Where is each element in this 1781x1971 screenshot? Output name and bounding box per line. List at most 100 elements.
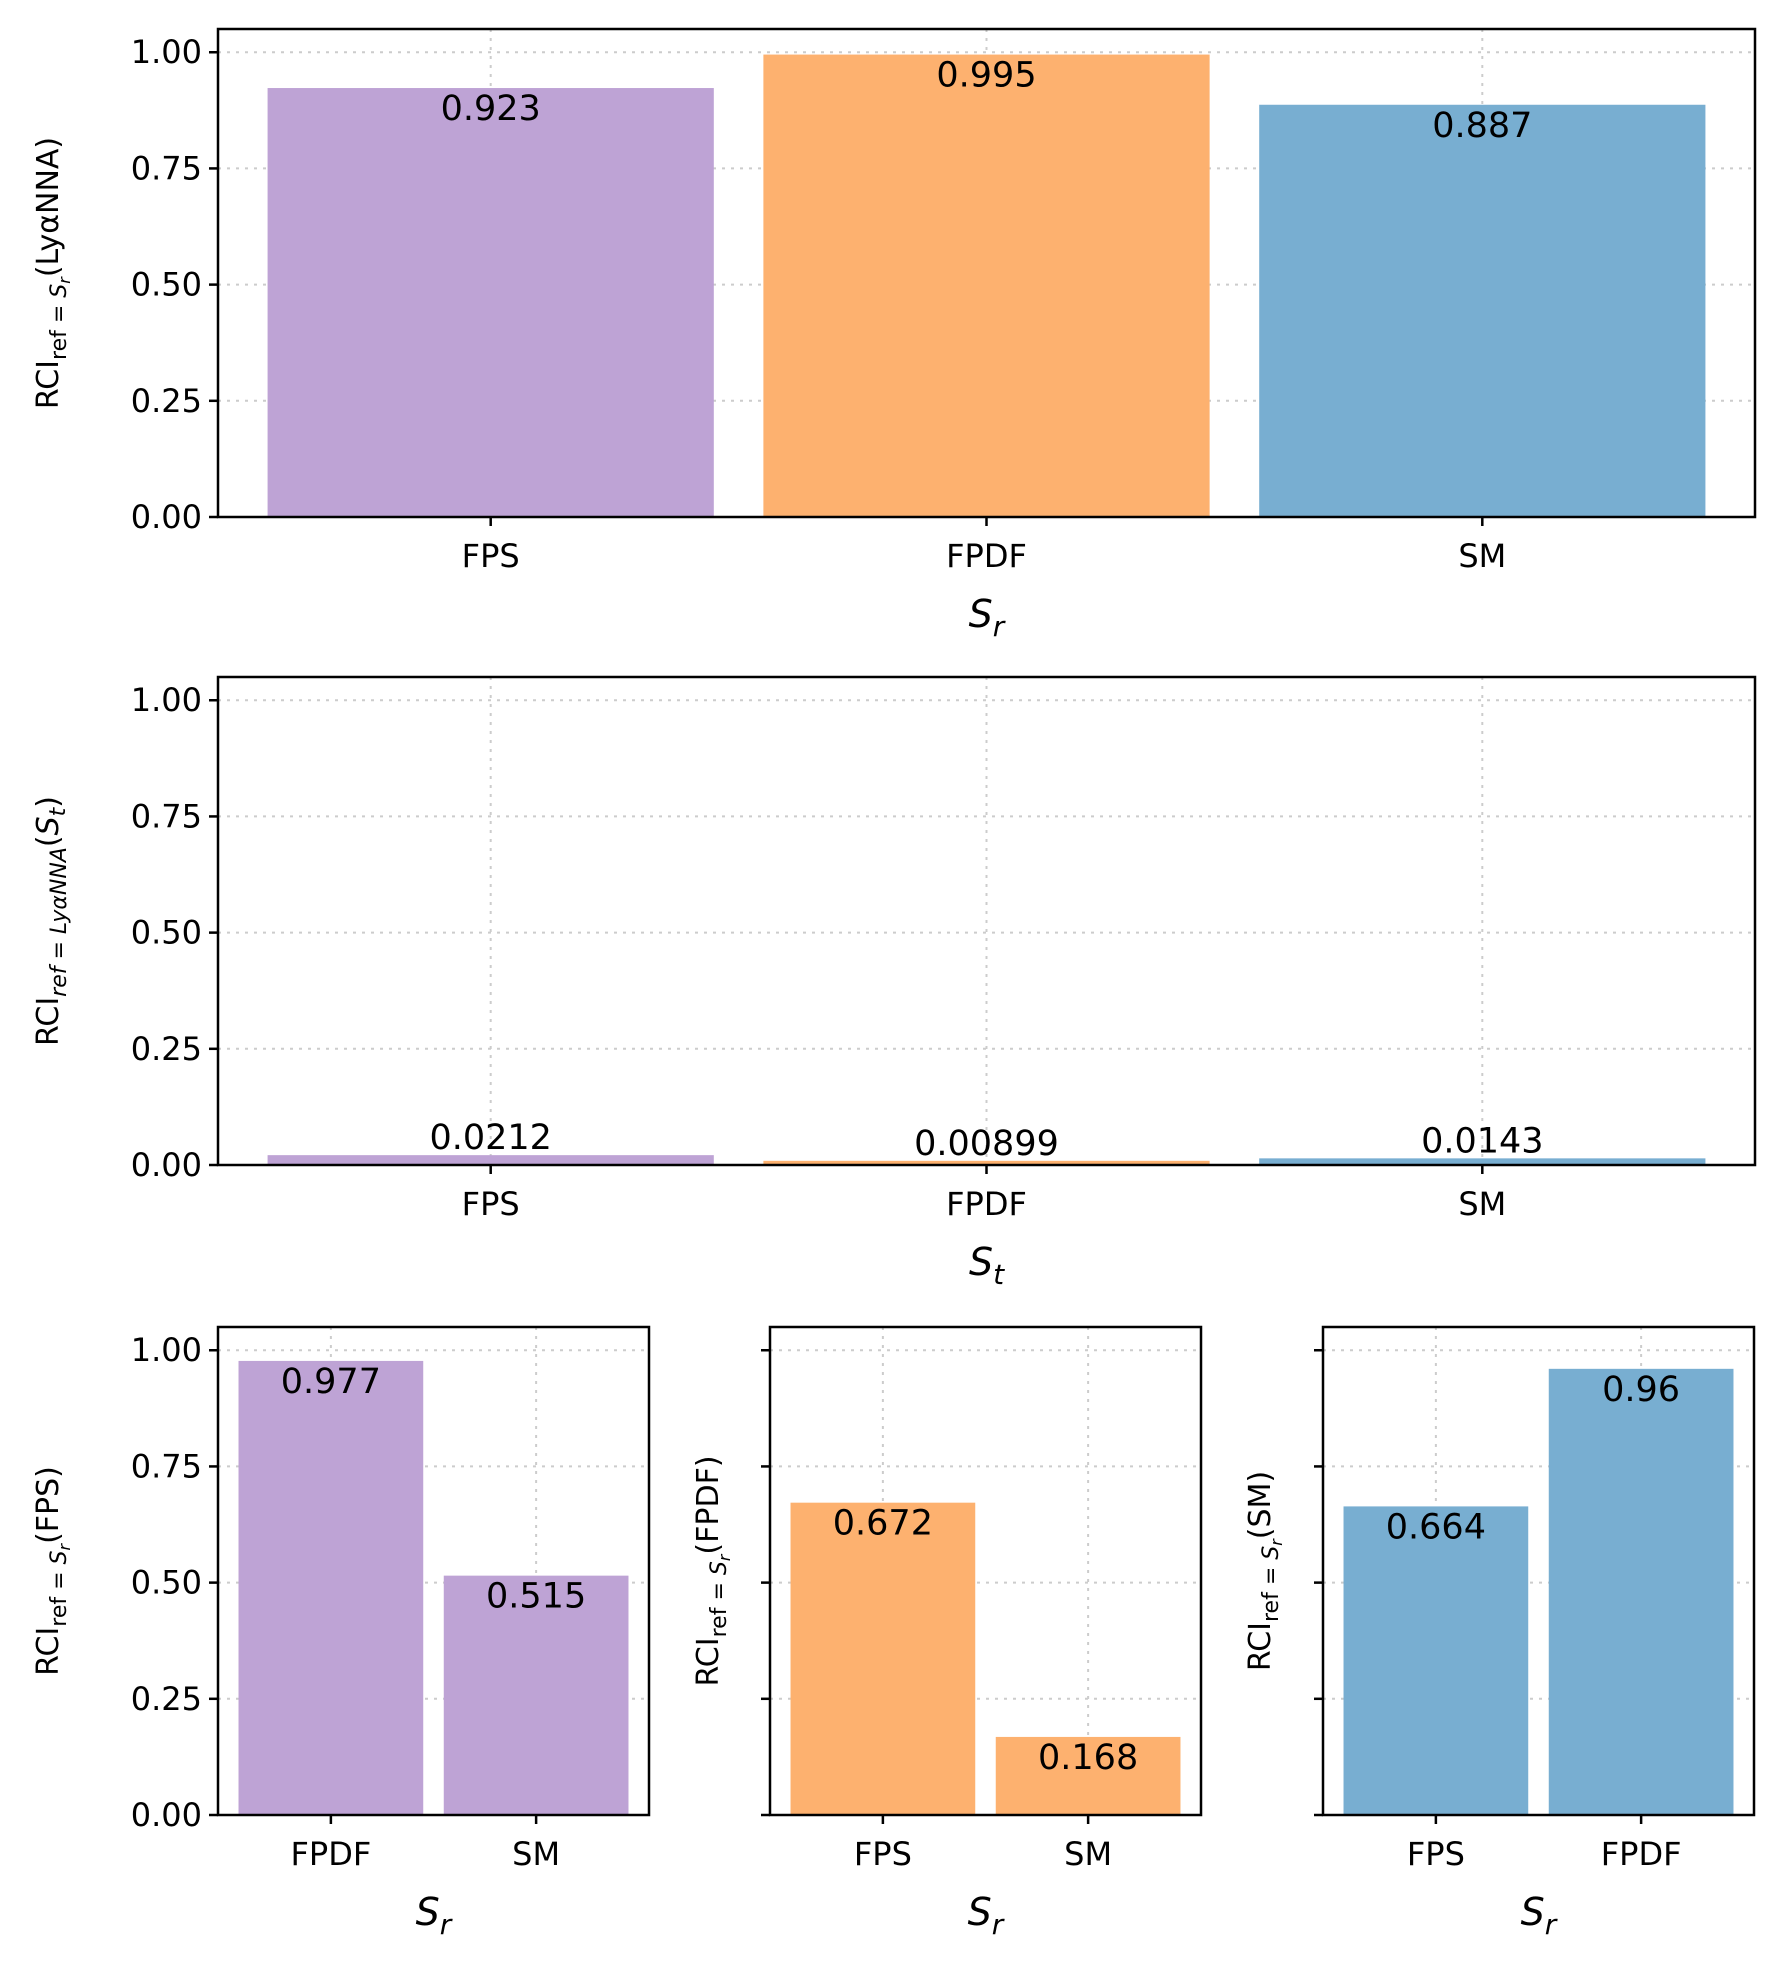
x-axis-label: St bbox=[969, 1240, 1005, 1291]
y-axis-label: RCIref = LyαNNA(St) bbox=[31, 796, 72, 1046]
x-axis-label-sub: t bbox=[993, 1258, 1005, 1291]
y-axis-label-arg-s: S bbox=[31, 816, 66, 835]
x-axis-label: Sr bbox=[416, 1890, 453, 1941]
y-axis-label-arg-open: ( bbox=[31, 835, 66, 847]
y-axis-label-sub-s: S bbox=[707, 1561, 732, 1575]
x-tick-label: FPS bbox=[854, 1835, 912, 1873]
bar-fps bbox=[790, 1502, 976, 1815]
y-axis-label-arg: (SM) bbox=[1243, 1471, 1278, 1539]
y-axis-label-main: RCI bbox=[31, 360, 66, 409]
y-axis-label-sub: ref = Sr bbox=[1259, 1538, 1286, 1622]
bar-fpdf bbox=[238, 1360, 424, 1815]
x-tick-label: SM bbox=[1458, 537, 1506, 575]
bar-sm bbox=[995, 1736, 1181, 1815]
y-tick-label: 0.00 bbox=[131, 1146, 202, 1184]
x-tick-label: FPS bbox=[462, 1185, 520, 1223]
y-tick-label: 0.25 bbox=[131, 382, 202, 420]
y-axis-label-arg-close: ) bbox=[31, 796, 66, 808]
y-tick-label: 1.00 bbox=[131, 33, 202, 71]
bar-value-label: 0.977 bbox=[281, 1362, 381, 1402]
bar-value-label: 0.0212 bbox=[429, 1118, 551, 1158]
bar-value-label: 0.995 bbox=[936, 56, 1036, 96]
panel-rci-fps: 0.977FPDF0.515SM0.000.250.500.751.00SrRC… bbox=[31, 1325, 651, 1941]
y-axis-label-arg: (FPDF) bbox=[691, 1455, 726, 1554]
y-axis-label-sub: ref = Sr bbox=[707, 1553, 734, 1637]
y-axis-label: RCIref = Sr(SM) bbox=[1243, 1471, 1286, 1671]
x-axis-label-sub: r bbox=[993, 610, 1006, 643]
y-axis-label-sub-r: r bbox=[1267, 1538, 1286, 1546]
bar-value-label: 0.672 bbox=[833, 1504, 933, 1544]
axes-frame bbox=[216, 1325, 651, 1817]
bar-fpdf bbox=[763, 54, 1210, 518]
bar-fps bbox=[1343, 1506, 1529, 1815]
axes-frame bbox=[768, 1325, 1203, 1817]
bar-fpdf bbox=[1548, 1368, 1734, 1815]
x-axis-label-base: S bbox=[1521, 1890, 1545, 1934]
x-axis-label: Sr bbox=[968, 1890, 1005, 1941]
bar-value-label: 0.00899 bbox=[914, 1124, 1059, 1164]
x-tick-label: SM bbox=[512, 1835, 560, 1873]
y-tick-label: 0.25 bbox=[131, 1030, 202, 1068]
y-tick-label: 0.50 bbox=[131, 266, 202, 304]
y-tick-label: 0.50 bbox=[131, 914, 202, 952]
bar-sm bbox=[443, 1575, 629, 1815]
axes-frame bbox=[1321, 1325, 1756, 1817]
y-axis-label-arg: (St) bbox=[31, 796, 71, 847]
y-tick-label: 0.25 bbox=[131, 1680, 202, 1718]
y-tick-label: 1.00 bbox=[131, 681, 202, 719]
x-axis-label-sub: r bbox=[440, 1908, 453, 1941]
bar-value-label: 0.515 bbox=[486, 1577, 586, 1617]
bar-value-label: 0.664 bbox=[1386, 1507, 1486, 1547]
x-tick-label: FPS bbox=[1407, 1835, 1465, 1873]
bar-value-label: 0.0143 bbox=[1421, 1121, 1543, 1161]
y-axis-label-main: RCI bbox=[1243, 1622, 1278, 1671]
x-tick-label: FPDF bbox=[946, 1185, 1027, 1223]
y-tick-label: 0.50 bbox=[131, 1564, 202, 1602]
axes-frame bbox=[216, 27, 1757, 519]
x-axis-label-base: S bbox=[968, 1890, 992, 1934]
y-axis-label-sub-r: r bbox=[715, 1553, 734, 1561]
bar-value-label: 0.887 bbox=[1432, 106, 1532, 146]
y-axis-label-sub-s: S bbox=[47, 284, 72, 298]
y-axis-label-sub: ref = Sr bbox=[47, 276, 74, 360]
x-tick-label: FPDF bbox=[291, 1835, 372, 1873]
x-tick-label: FPDF bbox=[946, 537, 1027, 575]
panel-rci-ref-lya-nna: 0.0212 FPS 0.00899 FPDF 0.0143 SM 0.00 0.25 0.50… bbox=[31, 675, 1757, 1291]
x-tick-label: SM bbox=[1458, 1185, 1506, 1223]
panel-lya-nna-rci: 0.923 FPS 0.995 FPDF 0.887 SM 0.00 0.25 0.50 0.75… bbox=[31, 27, 1757, 643]
x-axis-label-base: S bbox=[416, 1890, 440, 1934]
y-axis-label-arg-sub: t bbox=[46, 806, 71, 816]
x-axis-label: Sr bbox=[969, 592, 1006, 643]
y-axis-label: RCIref = Sr(FPDF) bbox=[691, 1455, 734, 1686]
y-axis-label-sub-s: S bbox=[1259, 1546, 1284, 1560]
y-axis-label: RCIref = Sr(FPS) bbox=[31, 1466, 74, 1676]
y-axis-label: RCIref = Sr(LyαNNA) bbox=[31, 137, 74, 409]
y-axis-label-arg: (FPS) bbox=[31, 1466, 66, 1544]
x-axis-label-sub: r bbox=[1545, 1908, 1558, 1941]
y-tick-label: 1.00 bbox=[131, 1331, 202, 1369]
y-tick-label: 0.75 bbox=[131, 797, 202, 835]
y-tick-label: 0.00 bbox=[131, 1796, 202, 1834]
y-tick-label: 0.75 bbox=[131, 149, 202, 187]
bar-value-label: 0.923 bbox=[441, 89, 541, 129]
x-axis-label: Sr bbox=[1521, 1890, 1558, 1941]
axes-frame bbox=[216, 675, 1757, 1167]
bar-fpdf bbox=[763, 1160, 1210, 1165]
bar-sm bbox=[1259, 1158, 1706, 1165]
y-axis-label-sub-r: r bbox=[55, 1543, 74, 1551]
y-axis-label-sub: ref = LyαNNA bbox=[47, 847, 72, 997]
y-axis-label-sub-r: r bbox=[55, 276, 74, 284]
y-axis-label-main: RCI bbox=[691, 1637, 726, 1686]
x-axis-label-sub: r bbox=[992, 1908, 1005, 1941]
x-tick-label: FPS bbox=[462, 537, 520, 575]
y-tick-label: 0.00 bbox=[131, 498, 202, 536]
bar-value-label: 0.168 bbox=[1038, 1738, 1138, 1778]
x-tick-label: SM bbox=[1064, 1835, 1112, 1873]
y-axis-label-main: RCI bbox=[31, 1627, 66, 1676]
y-axis-label-sub: ref = Sr bbox=[47, 1543, 74, 1627]
x-tick-label: FPDF bbox=[1601, 1835, 1682, 1873]
x-axis-label-base: S bbox=[969, 1240, 993, 1284]
y-axis-label-sub-s: S bbox=[47, 1550, 72, 1564]
